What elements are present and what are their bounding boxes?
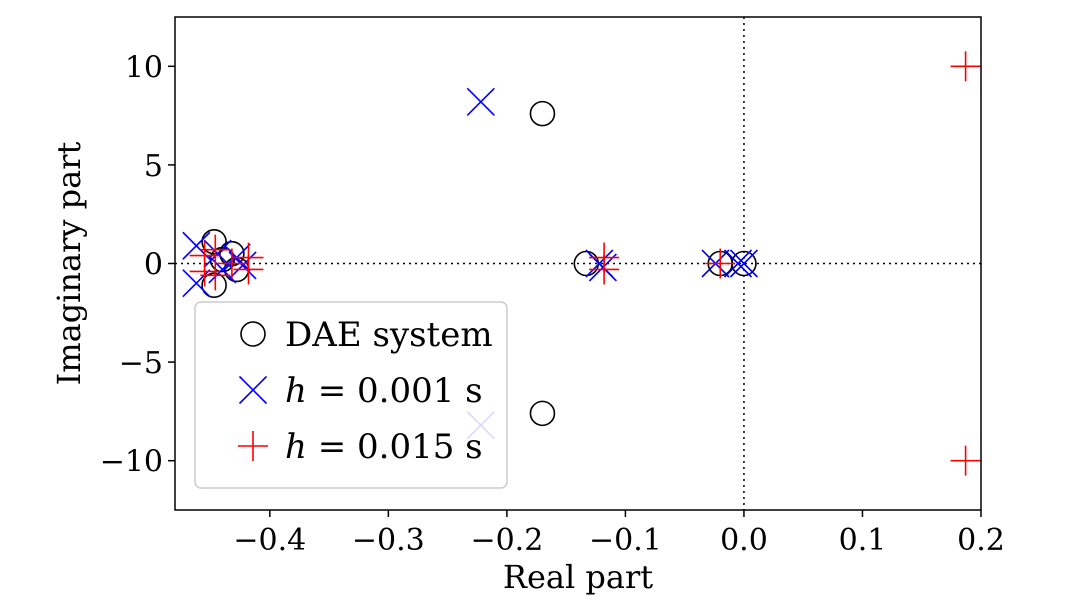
axis-ticks: −0.4 −0.3 −0.2 −0.1 0.0 0.1 0.2 −10 −5 0 5 10 xyxy=(100,50,1005,558)
h-0015-point xyxy=(950,51,981,82)
legend-label: h = 0.001 s xyxy=(285,371,483,411)
circle-marker-shape xyxy=(201,229,227,255)
h-0015-point xyxy=(189,256,220,287)
circle-marker-shape xyxy=(240,321,266,347)
h-0001-point xyxy=(228,251,257,280)
y-tick-label: 10 xyxy=(125,50,163,85)
x-marker-stroke xyxy=(729,249,759,278)
y-tick-label: 0 xyxy=(144,248,163,283)
y-tick-label: 5 xyxy=(144,149,163,184)
dae-system-point xyxy=(201,272,227,298)
x-marker-stroke xyxy=(588,253,617,282)
circle-marker-shape xyxy=(201,272,227,298)
circle-marker-shape xyxy=(529,100,556,127)
x-marker-stroke xyxy=(203,239,232,268)
x-marker-stroke xyxy=(723,249,753,278)
legend-marker xyxy=(238,375,268,405)
x-marker-stroke xyxy=(228,251,257,280)
circle-marker-shape xyxy=(529,400,556,427)
x-marker-stroke xyxy=(466,87,495,116)
x-marker-stroke xyxy=(182,231,211,260)
legend-marker xyxy=(238,431,268,461)
h-0015-point xyxy=(705,248,736,279)
h-0001-point xyxy=(729,249,759,278)
x-tick-label: −0.3 xyxy=(352,523,425,558)
h-0001-point xyxy=(203,239,232,268)
x-tick-label: 0.2 xyxy=(957,523,1005,558)
legend-marker xyxy=(240,321,266,347)
y-axis-label: Imaginary part xyxy=(50,141,88,385)
h-0015-point xyxy=(233,254,264,285)
legend-label-math: h xyxy=(285,427,307,467)
legend-label-math: h xyxy=(285,371,307,411)
h-0015-point xyxy=(950,445,981,476)
y-tick-label: −10 xyxy=(100,445,163,480)
legend-label: h = 0.015 s xyxy=(285,427,483,467)
x-tick-label: −0.2 xyxy=(470,523,543,558)
legend-box xyxy=(194,301,508,489)
h-0001-point xyxy=(182,269,211,298)
y-tick-label: −5 xyxy=(119,346,163,381)
dae-system-point xyxy=(201,229,227,255)
x-marker-stroke xyxy=(238,375,268,405)
x-tick-label: 0.0 xyxy=(720,523,768,558)
h-0015-point xyxy=(216,248,247,279)
x-tick-label: −0.1 xyxy=(589,523,662,558)
legend-label-rest: = 0.015 s xyxy=(307,427,483,467)
h-0001-point xyxy=(723,249,753,278)
dae-system-point xyxy=(529,400,556,427)
legend-label: DAE system xyxy=(285,315,493,355)
x-tick-label: −0.4 xyxy=(233,523,306,558)
h-0015-point xyxy=(589,254,620,285)
legend-label-rest: = 0.001 s xyxy=(307,371,483,411)
data-layer xyxy=(175,17,981,510)
dae-system-point xyxy=(529,100,556,127)
h-0001-point xyxy=(588,253,617,282)
x-tick-label: 0.1 xyxy=(839,523,887,558)
h-0001-point xyxy=(466,87,495,116)
x-axis-label: Real part xyxy=(503,558,653,596)
